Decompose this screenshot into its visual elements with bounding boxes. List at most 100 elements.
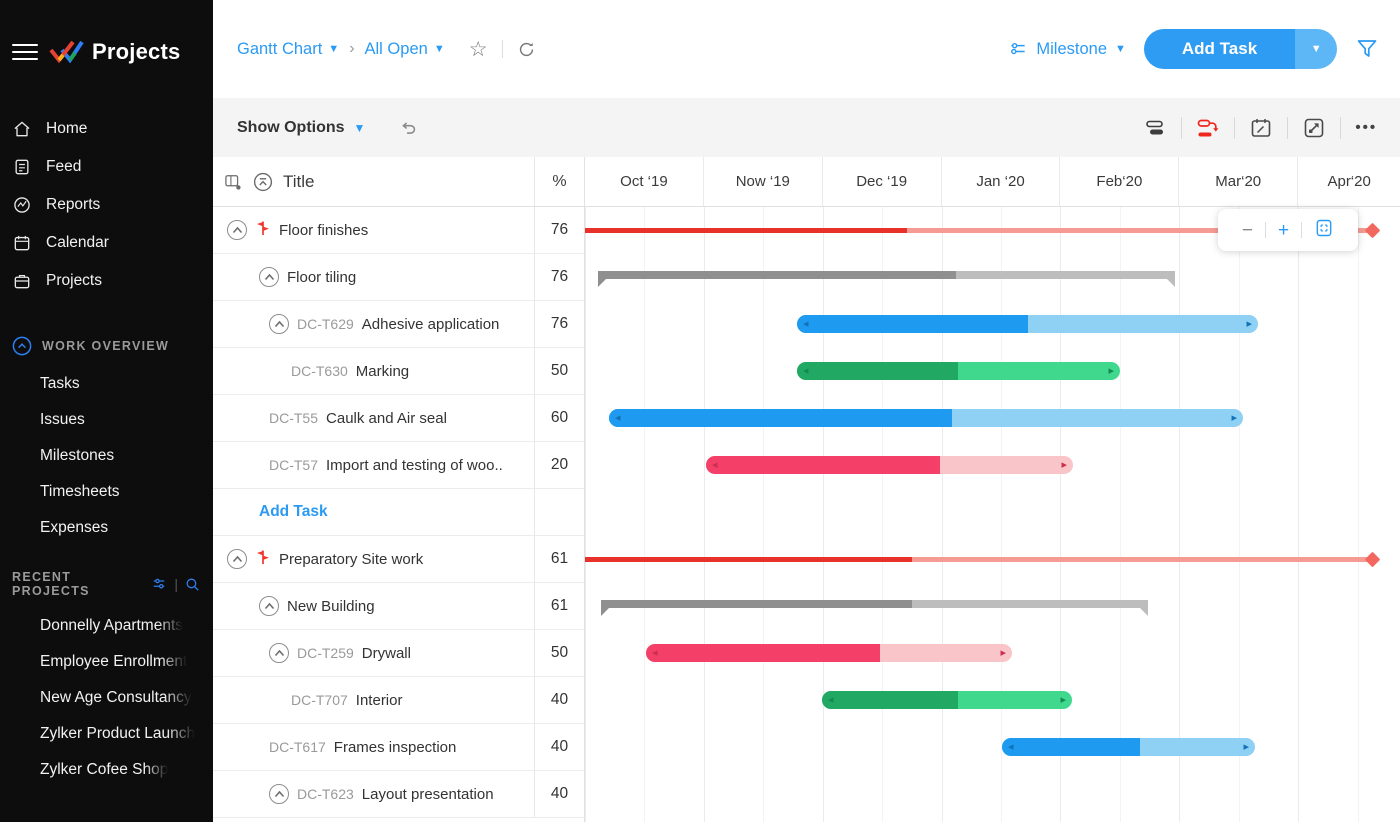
task-percent: 76 bbox=[534, 207, 584, 253]
milestone-line[interactable] bbox=[585, 551, 1381, 568]
sidebar-item-calendar[interactable]: Calendar bbox=[0, 224, 213, 262]
calendar-exclude-icon[interactable] bbox=[1249, 116, 1273, 140]
sidebar-item-milestones[interactable]: Milestones bbox=[40, 447, 115, 464]
task-bar[interactable]: ◂ ▸ bbox=[822, 691, 1072, 709]
sidebar-item-projects[interactable]: Projects bbox=[0, 262, 213, 300]
bar-end-handle[interactable]: ▸ bbox=[1000, 647, 1006, 659]
hamburger-menu-icon[interactable] bbox=[12, 39, 38, 65]
sidebar-item-expenses[interactable]: Expenses bbox=[40, 519, 109, 536]
bar-start-handle[interactable]: ◂ bbox=[615, 412, 621, 424]
table-row[interactable]: DC-T55 Caulk and Air seal 60 bbox=[213, 395, 584, 442]
table-row[interactable]: DC-T629 Adhesive application 76 bbox=[213, 301, 584, 348]
task-bar[interactable]: ◂ ▸ bbox=[797, 315, 1258, 333]
show-options-label: Show Options bbox=[237, 118, 345, 136]
collapse-row-icon[interactable] bbox=[269, 314, 289, 334]
milestone-view-selector[interactable]: Milestone ▼ bbox=[1008, 39, 1126, 59]
bar-start-handle[interactable]: ◂ bbox=[652, 647, 658, 659]
search-icon[interactable] bbox=[184, 576, 201, 593]
table-row[interactable]: Preparatory Site work 61 bbox=[213, 536, 584, 583]
collapse-row-icon[interactable] bbox=[269, 643, 289, 663]
bar-end-handle[interactable]: ▸ bbox=[1243, 741, 1249, 753]
table-row[interactable]: Floor finishes 76 bbox=[213, 207, 584, 254]
sidebar-project-donnelly[interactable]: Donnelly Apartments bbox=[40, 617, 184, 634]
bar-end-handle[interactable]: ▸ bbox=[1246, 318, 1252, 330]
gantt-row bbox=[585, 771, 1400, 818]
bar-start-handle[interactable]: ◂ bbox=[712, 459, 718, 471]
sidebar-item-tasks[interactable]: Tasks bbox=[40, 375, 80, 392]
undo-icon[interactable] bbox=[397, 117, 419, 139]
sidebar-item-home[interactable]: Home bbox=[0, 110, 213, 148]
bar-end-handle[interactable]: ▸ bbox=[1231, 412, 1237, 424]
filter-sliders-icon[interactable] bbox=[150, 575, 168, 593]
gridline bbox=[941, 207, 943, 822]
table-row[interactable]: DC-T259 Drywall 50 bbox=[213, 630, 584, 677]
bar-start-handle[interactable]: ◂ bbox=[1008, 741, 1014, 753]
milestone-diamond-icon[interactable] bbox=[1364, 222, 1381, 239]
bar-start-handle[interactable]: ◂ bbox=[828, 694, 834, 706]
task-bar[interactable]: ◂ ▸ bbox=[609, 409, 1243, 427]
collapse-row-icon[interactable] bbox=[269, 784, 289, 804]
column-settings-icon[interactable] bbox=[223, 172, 243, 192]
sidebar-item-reports[interactable]: Reports bbox=[0, 186, 213, 224]
sidebar-item-timesheets[interactable]: Timesheets bbox=[40, 483, 120, 500]
bar-end-handle[interactable]: ▸ bbox=[1108, 365, 1114, 377]
collapse-section-icon[interactable] bbox=[12, 336, 32, 356]
parent-task-bar[interactable] bbox=[598, 271, 1175, 287]
table-row[interactable]: New Building 61 bbox=[213, 583, 584, 630]
milestone-diamond-icon[interactable] bbox=[1364, 551, 1381, 568]
task-bar[interactable]: ◂ ▸ bbox=[706, 456, 1073, 474]
filter-selector[interactable]: All Open ▼ bbox=[364, 39, 445, 58]
task-bar[interactable]: ◂ ▸ bbox=[1002, 738, 1255, 756]
show-options-dropdown[interactable]: Show Options ▼ bbox=[237, 119, 365, 137]
task-bar[interactable]: ◂ ▸ bbox=[646, 644, 1012, 662]
bar-end-handle[interactable]: ▸ bbox=[1060, 694, 1066, 706]
filter-funnel-icon[interactable] bbox=[1355, 37, 1379, 61]
add-task-button[interactable]: Add Task ▼ bbox=[1143, 29, 1338, 69]
sidebar-item-issues[interactable]: Issues bbox=[40, 411, 85, 428]
table-row[interactable]: DC-T623 Layout presentation 40 bbox=[213, 771, 584, 818]
task-bar[interactable]: ◂ ▸ bbox=[797, 362, 1120, 380]
refresh-icon[interactable] bbox=[517, 40, 536, 59]
gantt-row: ◂ ▸ bbox=[585, 724, 1400, 771]
collapse-row-icon[interactable] bbox=[227, 549, 247, 569]
bar-start-handle[interactable]: ◂ bbox=[803, 318, 809, 330]
app-title: Projects bbox=[92, 39, 181, 64]
bar-cap bbox=[598, 279, 606, 287]
bar-end-handle[interactable]: ▸ bbox=[1061, 459, 1067, 471]
milestone-line[interactable] bbox=[585, 222, 1381, 239]
favorite-star-icon[interactable]: ☆ bbox=[468, 37, 488, 61]
table-row[interactable]: Add Task bbox=[213, 489, 584, 536]
table-row[interactable]: DC-T707 Interior 40 bbox=[213, 677, 584, 724]
zoom-out-button[interactable]: − bbox=[1241, 219, 1253, 241]
gantt-rows-view-icon[interactable] bbox=[1143, 116, 1167, 140]
fullscreen-icon[interactable] bbox=[1302, 116, 1326, 140]
add-task-dropdown[interactable]: ▼ bbox=[1295, 29, 1338, 69]
collapse-row-icon[interactable] bbox=[259, 596, 279, 616]
sidebar-project-employee-enrollment[interactable]: Employee Enrollment bbox=[40, 653, 188, 670]
table-row[interactable]: Floor tiling 76 bbox=[213, 254, 584, 301]
parent-task-bar[interactable] bbox=[601, 600, 1148, 616]
sidebar-project-new-age[interactable]: New Age Consultancy bbox=[40, 689, 192, 706]
gridline bbox=[882, 207, 884, 822]
more-options-button[interactable]: ••• bbox=[1355, 119, 1378, 136]
add-task-row-link[interactable]: Add Task bbox=[259, 503, 328, 520]
table-row[interactable]: DC-T630 Marking 50 bbox=[213, 348, 584, 395]
sidebar-project-zylker-cofee[interactable]: Zylker Cofee Shop bbox=[40, 761, 169, 778]
work-overview-section-header[interactable]: WORK OVERVIEW bbox=[0, 326, 213, 366]
app-logo[interactable]: Projects bbox=[48, 36, 180, 68]
bar-start-handle[interactable]: ◂ bbox=[803, 365, 809, 377]
view-selector[interactable]: Gantt Chart ▼ bbox=[237, 39, 340, 58]
collapse-row-icon[interactable] bbox=[227, 220, 247, 240]
zoom-in-button[interactable]: + bbox=[1278, 219, 1290, 241]
table-row[interactable]: DC-T617 Frames inspection 40 bbox=[213, 724, 584, 771]
sidebar-item-feed[interactable]: Feed bbox=[0, 148, 213, 186]
breadcrumb: Gantt Chart ▼ › All Open ▼ ☆ bbox=[237, 39, 536, 60]
fit-to-screen-button[interactable] bbox=[1314, 218, 1334, 242]
critical-path-icon[interactable] bbox=[1196, 116, 1220, 140]
milestone-flag-icon bbox=[255, 219, 271, 242]
table-row[interactable]: DC-T57 Import and testing of woo.. 20 bbox=[213, 442, 584, 489]
sidebar-project-zylker-launch[interactable]: Zylker Product Launch bbox=[40, 725, 196, 742]
collapse-row-icon[interactable] bbox=[259, 267, 279, 287]
collapse-all-icon[interactable] bbox=[253, 172, 273, 192]
